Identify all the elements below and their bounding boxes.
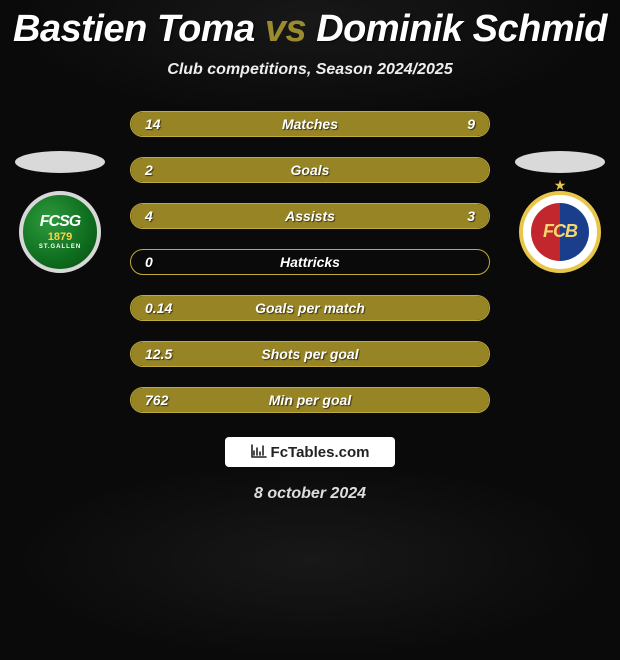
team-left-crest: FCSG 1879 ST.GALLEN [19,191,101,273]
team-left-block: FCSG 1879 ST.GALLEN [10,151,110,273]
team-right-block: ★ FCB [510,151,610,273]
stat-label: Shots per goal [221,346,399,362]
chart-icon [251,444,267,461]
stat-bar: 12.5Shots per goal [130,341,490,367]
stat-label: Min per goal [221,392,399,408]
stat-bar: 4Assists3 [130,203,490,229]
stat-value-left: 4 [131,208,221,224]
stat-label: Assists [221,208,399,224]
stat-bars: 14Matches92Goals4Assists30Hattricks0.14G… [130,111,490,413]
stat-label: Goals per match [221,300,399,316]
stat-value-left: 14 [131,116,221,132]
stat-value-right: 3 [399,208,489,224]
stat-label: Matches [221,116,399,132]
stat-bar: 762Min per goal [130,387,490,413]
site-badge: FcTables.com [225,437,395,467]
crest-left-sublabel: ST.GALLEN [39,244,81,251]
stat-bar: 14Matches9 [130,111,490,137]
team-right-crest: FCB [519,191,601,273]
stat-label: Goals [221,162,399,178]
vs-label: vs [265,8,306,50]
player1-name: Bastien Toma [13,8,255,50]
player2-name: Dominik Schmid [316,8,607,50]
subtitle: Club competitions, Season 2024/2025 [0,61,620,79]
stat-label: Hattricks [221,254,399,270]
stat-bar: 0Hattricks [130,249,490,275]
stat-value-left: 12.5 [131,346,221,362]
shadow-ellipse [515,151,605,173]
site-name: FcTables.com [271,444,370,461]
stat-bar: 2Goals [130,157,490,183]
crest-right-label: FCB [543,222,577,242]
date-label: 8 october 2024 [0,485,620,503]
stat-value-left: 0 [131,254,221,270]
stat-value-right: 9 [399,116,489,132]
crest-left-label: FCSG [40,213,80,231]
page-title: Bastien Toma vs Dominik Schmid [0,0,620,51]
stat-value-left: 0.14 [131,300,221,316]
shadow-ellipse [15,151,105,173]
stat-bar: 0.14Goals per match [130,295,490,321]
stat-value-left: 2 [131,162,221,178]
crest-left-year: 1879 [48,231,72,243]
stat-value-left: 762 [131,392,221,408]
